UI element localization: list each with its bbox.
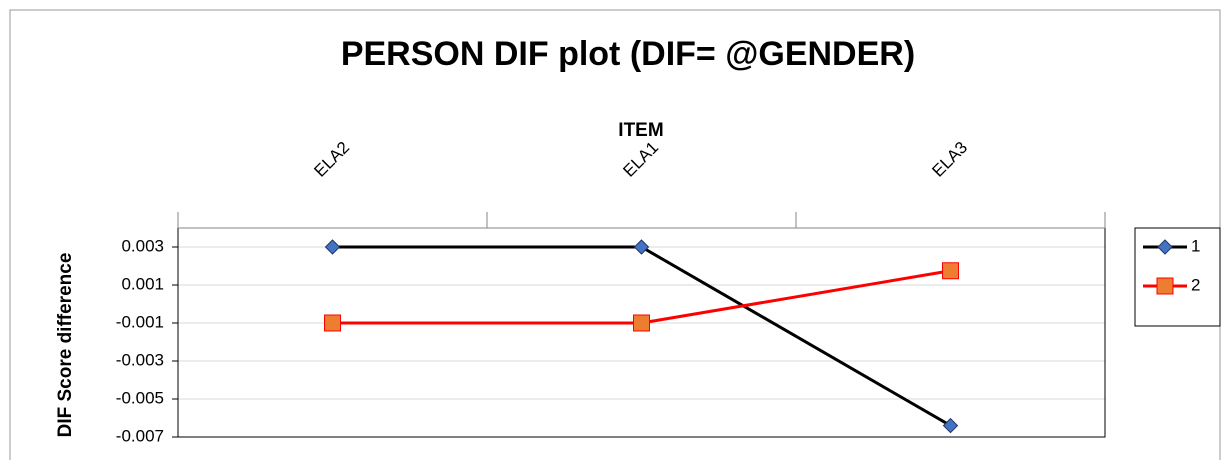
chart-frame <box>9 9 1221 460</box>
y-tick-label: -0.005 <box>116 388 164 407</box>
legend-marker <box>1157 239 1173 255</box>
y-tick-label: -0.007 <box>116 426 164 445</box>
data-point <box>633 239 650 255</box>
data-point <box>324 314 341 332</box>
legend-label: 1 <box>1191 236 1200 255</box>
legend-label: 2 <box>1191 275 1200 294</box>
y-tick-label: 0.003 <box>121 236 164 255</box>
data-point <box>633 314 650 332</box>
data-point <box>942 417 959 434</box>
data-point <box>324 239 341 255</box>
legend-box <box>1134 227 1221 327</box>
y-axis-label: DIF Score difference <box>55 253 76 438</box>
y-tick-label: 0.001 <box>121 274 164 293</box>
x-axis-label: ITEM <box>618 120 663 141</box>
chart-title: PERSON DIF plot (DIF= @GENDER) <box>341 35 915 73</box>
y-tick-label: -0.003 <box>116 350 164 369</box>
legend-marker <box>1156 277 1174 295</box>
y-tick-label: -0.001 <box>116 312 164 331</box>
data-point <box>942 262 959 280</box>
